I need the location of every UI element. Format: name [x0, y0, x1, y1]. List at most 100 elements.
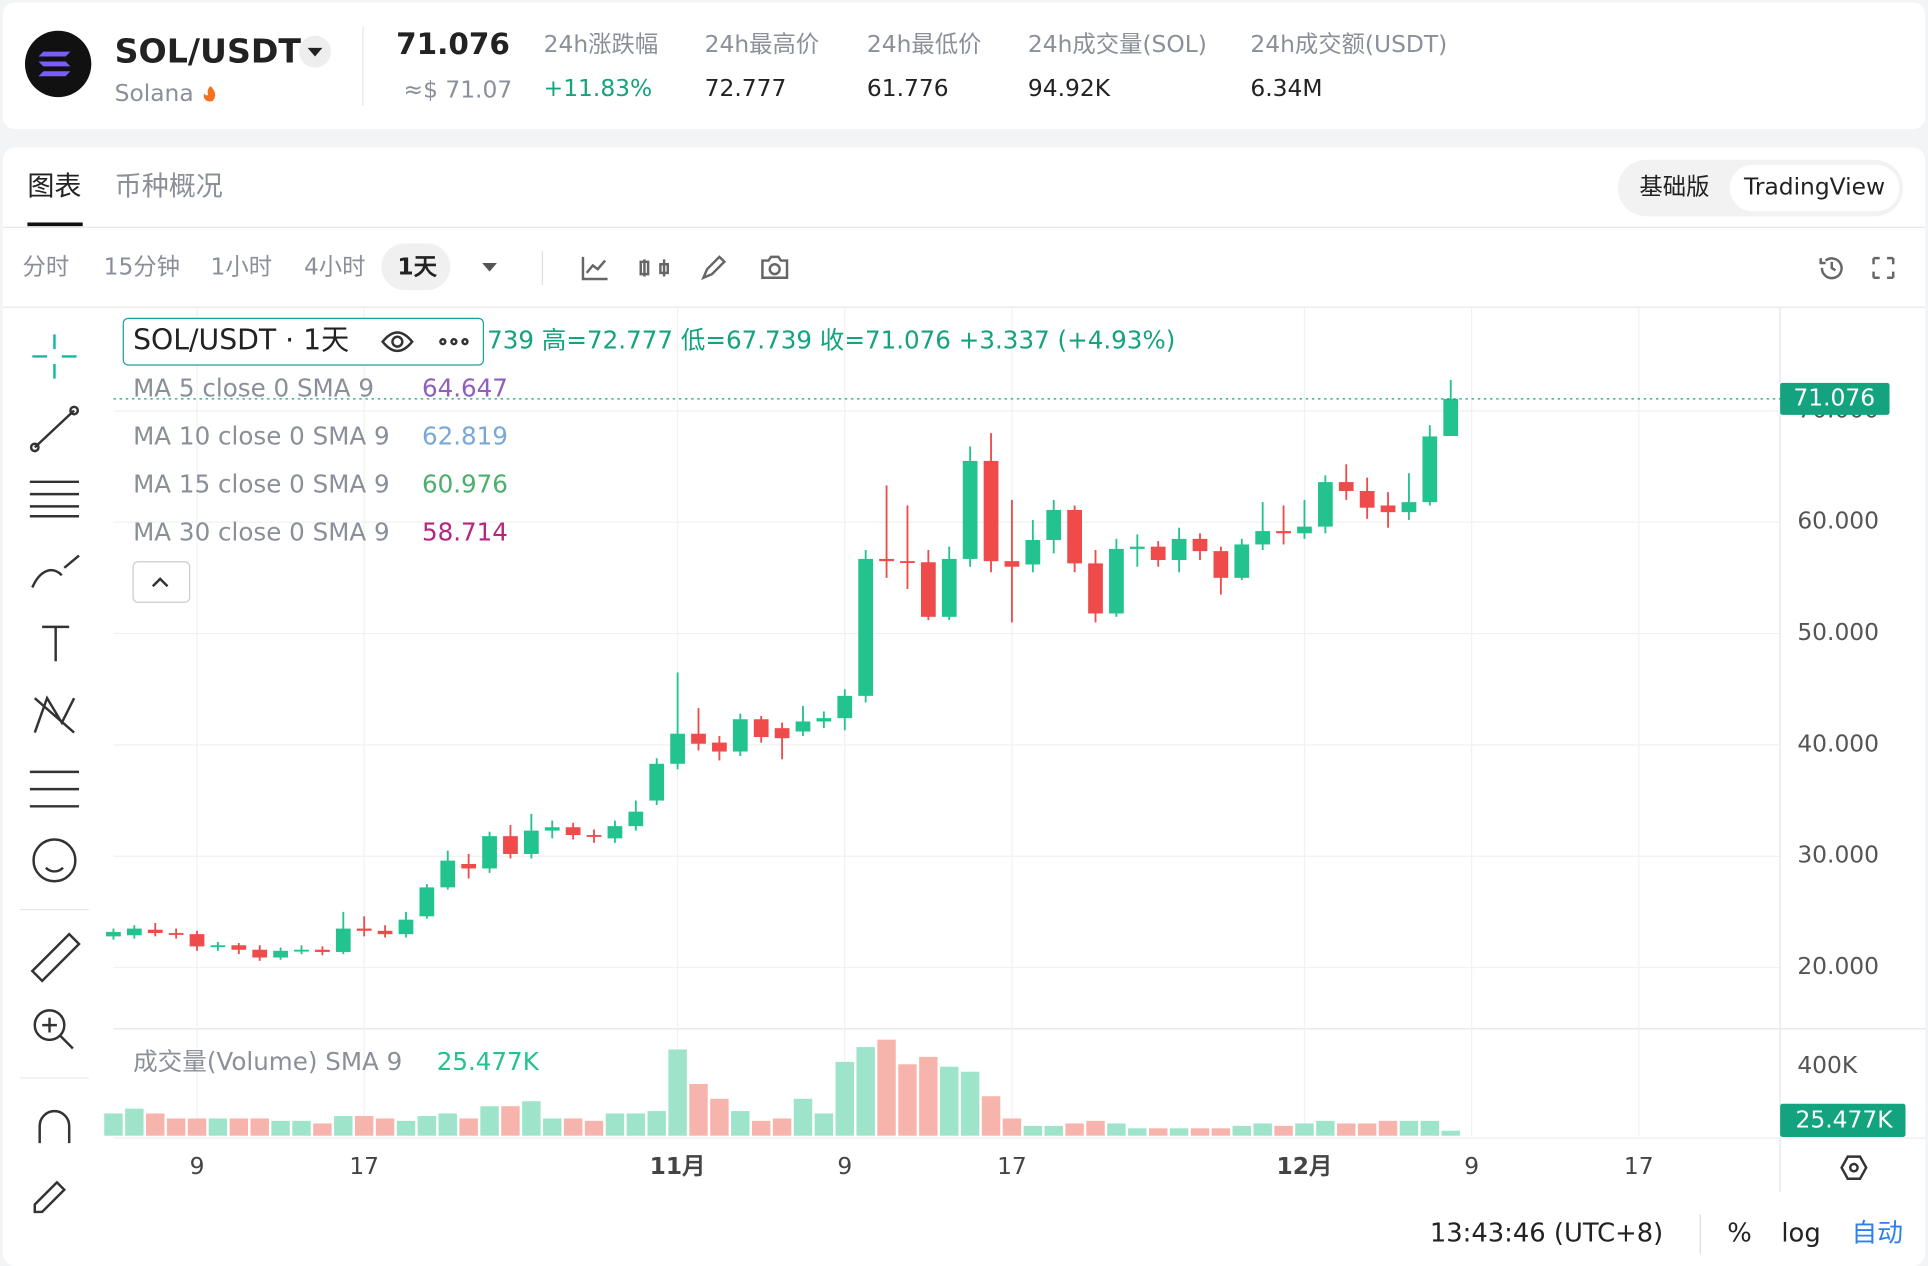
candle-body	[1171, 538, 1187, 561]
candle-body	[1109, 548, 1124, 614]
toolbar-icons[interactable]	[581, 255, 1895, 281]
volume-bar	[710, 1098, 729, 1136]
settings-icon[interactable]	[1840, 1155, 1868, 1180]
x-tick-label: 17	[1624, 1152, 1654, 1180]
volume-bar	[522, 1101, 541, 1136]
volume-bar	[1190, 1128, 1210, 1136]
candle-body	[126, 928, 142, 936]
volume-bar	[208, 1118, 228, 1136]
view-mode[interactable]: 基础版	[1639, 173, 1709, 201]
volume-bar	[1399, 1120, 1419, 1136]
candle-body	[231, 945, 247, 950]
volume-bar	[1378, 1120, 1398, 1136]
volume-bar	[856, 1047, 875, 1136]
volume-bar	[271, 1120, 290, 1136]
interval[interactable]: 4小时	[304, 252, 366, 280]
volume-bar	[1086, 1120, 1105, 1136]
volume-bar	[146, 1113, 165, 1136]
volume-bar	[459, 1118, 478, 1136]
volume-bar	[375, 1118, 395, 1136]
candle-body	[962, 460, 978, 559]
candle-body	[1443, 398, 1459, 437]
view-mode[interactable]: TradingView	[1743, 173, 1885, 201]
interval[interactable]: 分时	[22, 252, 69, 280]
candle-body	[565, 827, 581, 836]
tab[interactable]: 币种概况	[115, 172, 223, 203]
stat-label: 24h最高价	[705, 30, 820, 58]
last-price: 71.076	[396, 27, 510, 61]
stat-label: 24h最低价	[867, 30, 982, 58]
volume-bar	[1002, 1118, 1022, 1136]
eye-icon[interactable]	[381, 331, 414, 353]
volume-bar	[563, 1118, 583, 1136]
clock: 13:43:46 (UTC+8)	[1430, 1219, 1663, 1249]
volume-bar	[1169, 1128, 1189, 1136]
candle-body	[586, 835, 602, 837]
candle-body	[712, 742, 727, 752]
volume-bar	[1044, 1125, 1063, 1136]
interval[interactable]: 15分钟	[104, 252, 180, 280]
volume-bar	[1441, 1130, 1460, 1136]
candle-body	[1129, 546, 1145, 549]
last-price-tag	[1780, 382, 1890, 415]
legend-box[interactable]	[122, 317, 485, 366]
stat-value: 6.34M	[1250, 74, 1322, 102]
collapse-button[interactable]	[132, 561, 191, 603]
volume-bar	[981, 1096, 1001, 1136]
volume-bar	[898, 1064, 917, 1136]
candle-body	[544, 827, 560, 831]
interval-active	[381, 243, 451, 291]
more-icon[interactable]	[439, 338, 469, 346]
interval-dropdown[interactable]	[482, 263, 497, 272]
candle-body	[210, 945, 226, 948]
candle-body	[732, 719, 748, 752]
collapse-icon	[151, 577, 169, 588]
volume-bar	[1107, 1123, 1126, 1136]
candle-body	[503, 836, 518, 854]
indicator-value: 64.647	[422, 374, 508, 403]
indicator-label: MA 30 close 0 SMA 9	[133, 517, 390, 546]
candle-body	[858, 558, 874, 696]
volume-bar	[731, 1111, 750, 1136]
scale-option[interactable]: log	[1781, 1219, 1820, 1249]
candle-body	[1046, 509, 1062, 540]
candle-body	[774, 728, 790, 739]
volume-bar	[605, 1113, 625, 1136]
volume-bar	[1337, 1123, 1356, 1136]
drawing-tools[interactable]	[29, 334, 81, 1214]
indicator-label: MA 10 close 0 SMA 9	[133, 422, 390, 451]
y-tick-label: 20.000	[1797, 952, 1879, 980]
volume-bar	[438, 1113, 457, 1136]
candle-body	[879, 558, 894, 562]
tab[interactable]: 图表	[27, 172, 81, 203]
y-tick-label: 60.000	[1797, 507, 1879, 535]
symbol[interactable]: SOL/USDT	[115, 31, 302, 70]
volume-bar	[668, 1049, 687, 1136]
candle-body	[1192, 538, 1208, 552]
candle-body	[315, 949, 330, 952]
x-tick-label: 17	[349, 1152, 379, 1180]
volume-bar	[1274, 1125, 1293, 1136]
usd-price: ≈$ 71.07	[404, 75, 513, 103]
volume-bar	[1232, 1125, 1252, 1136]
x-tick-label: 9	[837, 1152, 852, 1180]
logo	[24, 30, 92, 98]
candle-body	[649, 763, 665, 801]
scale-option[interactable]: 自动	[1851, 1219, 1903, 1249]
candle-body	[377, 930, 393, 935]
hot-icon	[203, 86, 216, 102]
interval[interactable]: 1天	[397, 252, 437, 280]
y-tick-label: 50.000	[1797, 618, 1879, 646]
scale-option[interactable]: %	[1727, 1219, 1752, 1249]
volume-sma: 25.477K	[437, 1047, 540, 1076]
last-price-label: 71.076	[1793, 383, 1875, 411]
volume-bar	[354, 1116, 374, 1136]
candle-body	[691, 733, 706, 744]
volume-bar	[814, 1113, 834, 1136]
x-tick-label: 12月	[1277, 1152, 1333, 1180]
interval[interactable]: 1小时	[211, 252, 273, 280]
x-tick-label: 17	[997, 1152, 1027, 1180]
symbol-dropdown[interactable]	[299, 35, 331, 68]
candle-body	[1317, 482, 1333, 527]
